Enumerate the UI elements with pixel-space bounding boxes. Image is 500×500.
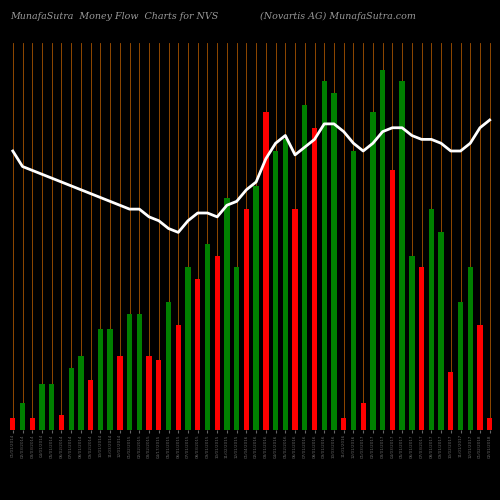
Bar [478,326,482,430]
Bar [195,279,200,430]
Bar [458,302,463,430]
Bar [263,112,268,430]
Text: MunafaSutra  Money Flow  Charts for NVS: MunafaSutra Money Flow Charts for NVS [10,12,218,21]
Bar [448,372,454,430]
Bar [68,368,74,430]
Bar [40,384,44,430]
Bar [176,326,181,430]
Bar [302,104,308,430]
Bar [487,418,492,430]
Bar [30,418,35,430]
Bar [156,360,162,430]
Bar [244,209,249,430]
Bar [438,232,444,430]
Bar [370,112,376,430]
Bar [146,356,152,430]
Bar [282,140,288,430]
Bar [254,186,259,430]
Bar [360,403,366,430]
Bar [322,81,327,430]
Bar [292,209,298,430]
Bar [49,384,54,430]
Bar [419,267,424,430]
Bar [390,170,395,430]
Bar [98,329,103,430]
Bar [380,70,386,430]
Bar [10,418,16,430]
Bar [127,314,132,430]
Bar [332,93,336,430]
Bar [78,356,84,430]
Bar [88,380,94,430]
Bar [214,256,220,430]
Bar [312,128,317,430]
Bar [273,151,278,430]
Bar [136,314,142,430]
Bar [20,403,25,430]
Bar [224,198,230,430]
Bar [234,267,239,430]
Text: (Novartis AG) MunafaSutra.com: (Novartis AG) MunafaSutra.com [260,12,416,21]
Bar [117,356,122,430]
Bar [108,329,113,430]
Bar [468,267,473,430]
Bar [351,151,356,430]
Bar [341,418,346,430]
Bar [166,302,171,430]
Bar [400,81,405,430]
Bar [409,256,414,430]
Bar [205,244,210,430]
Bar [59,414,64,430]
Bar [186,267,190,430]
Bar [428,209,434,430]
